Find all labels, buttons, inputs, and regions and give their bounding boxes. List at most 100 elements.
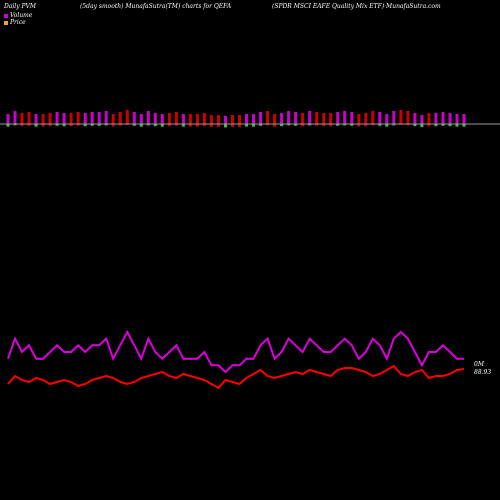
volume-bar-lower: [62, 124, 66, 127]
volume-bar: [371, 111, 375, 124]
volume-bar: [97, 112, 101, 124]
volume-bar: [385, 114, 389, 124]
volume-bar: [146, 111, 150, 124]
volume-bar-lower: [301, 124, 305, 127]
volume-bar: [174, 112, 178, 124]
volume-bar-lower: [308, 124, 312, 126]
volume-bar-lower: [434, 124, 438, 127]
volume-bar: [413, 113, 417, 124]
volume-bar: [378, 112, 382, 124]
volume-bar-lower: [413, 124, 417, 127]
volume-bar: [308, 111, 312, 124]
chart-title: (5day smooth) MunafaSutra(TM) charts for…: [80, 3, 232, 10]
volume-bar-lower: [350, 124, 354, 126]
volume-bar: [90, 112, 94, 124]
volume-bar-lower: [139, 124, 143, 127]
volume-bar: [420, 115, 424, 124]
volume-bar: [125, 110, 129, 124]
volume-swatch: [4, 13, 8, 18]
volume-bar-lower: [287, 124, 291, 126]
volume-bar-lower: [322, 124, 326, 127]
volume-bar: [188, 114, 192, 124]
volume-bar: [287, 111, 291, 124]
volume-bar: [448, 113, 452, 124]
volume-bar: [76, 112, 80, 124]
volume-bar: [329, 113, 333, 124]
volume-bar-lower: [13, 124, 17, 126]
volume-bar-lower: [111, 124, 115, 127]
volume-bar-lower: [245, 124, 248, 127]
volume-bar: [336, 112, 340, 124]
volume-end-label: 0M: [474, 361, 485, 368]
volume-bar-lower: [462, 124, 466, 127]
volume-bar-lower: [357, 124, 361, 127]
volume-bar: [27, 112, 31, 124]
volume-bar-lower: [118, 124, 122, 126]
price-line: [7, 364, 465, 390]
volume-bar-lower: [217, 124, 220, 127]
volume-bar: [357, 114, 361, 124]
volume-bar: [455, 114, 459, 124]
volume-bar: [273, 114, 277, 124]
volume-bar: [132, 112, 136, 124]
volume-bar-lower: [252, 124, 255, 127]
volume-bar-lower: [364, 124, 368, 127]
volume-bar-lower: [427, 124, 431, 127]
volume-bar-lower: [392, 124, 396, 126]
volume-bar: [139, 114, 143, 124]
volume-bar: [104, 111, 108, 124]
volume-bar: [245, 114, 248, 124]
volume-bar-lower: [238, 124, 241, 127]
volume-bar-lower: [273, 124, 277, 127]
volume-bar-lower: [97, 124, 101, 126]
chart-source: (SPDR MSCI EAFE Quality Mix ETF) MunafaS…: [272, 3, 441, 10]
volume-bar-lower: [448, 124, 452, 127]
volume-bar-lower: [231, 124, 234, 127]
volume-bar-lower: [55, 124, 59, 126]
volume-bar: [350, 112, 354, 124]
volume-bar: [441, 112, 445, 124]
volume-bar: [209, 115, 213, 124]
volume-bar: [399, 110, 403, 124]
volume-bar: [6, 114, 10, 124]
volume-bar: [181, 114, 185, 124]
volume-bar-lower: [259, 124, 263, 126]
volume-bar: [153, 113, 157, 124]
volume-bar: [434, 113, 438, 124]
volume-bar: [231, 115, 234, 124]
volume-bar-lower: [6, 124, 10, 127]
volume-bar-lower: [209, 124, 213, 127]
volume-bar-lower: [76, 124, 80, 126]
volume-line: [7, 329, 464, 374]
volume-bar: [322, 113, 326, 124]
volume-bar: [266, 111, 270, 124]
volume-bar-lower: [371, 124, 375, 126]
volume-bar-lower: [167, 124, 171, 127]
volume-bar: [217, 115, 220, 124]
volume-bar: [41, 114, 45, 124]
volume-bar-lower: [224, 124, 227, 128]
volume-bar: [55, 112, 59, 124]
volume-bar-lower: [174, 124, 178, 126]
volume-bar-lower: [441, 124, 445, 126]
volume-bar: [343, 111, 347, 124]
volume-bar-lower: [195, 124, 199, 127]
volume-bar-lower: [294, 124, 298, 126]
volume-bar-lower: [83, 124, 87, 127]
volume-bar-lower: [406, 124, 410, 126]
volume-bar: [427, 113, 431, 124]
volume-bar-lower: [329, 124, 333, 127]
volume-bar: [224, 116, 227, 124]
volume-bar: [13, 111, 17, 124]
volume-bar-lower: [160, 124, 164, 127]
volume-bar: [462, 114, 466, 124]
volume-bar-lower: [385, 124, 389, 127]
volume-bar: [259, 112, 263, 124]
volume-bar: [392, 111, 396, 124]
volume-bar: [48, 113, 52, 124]
volume-bar: [34, 114, 38, 124]
volume-bar-lower: [69, 124, 73, 127]
volume-bar-lower: [27, 124, 31, 126]
price-swatch: [4, 20, 8, 25]
